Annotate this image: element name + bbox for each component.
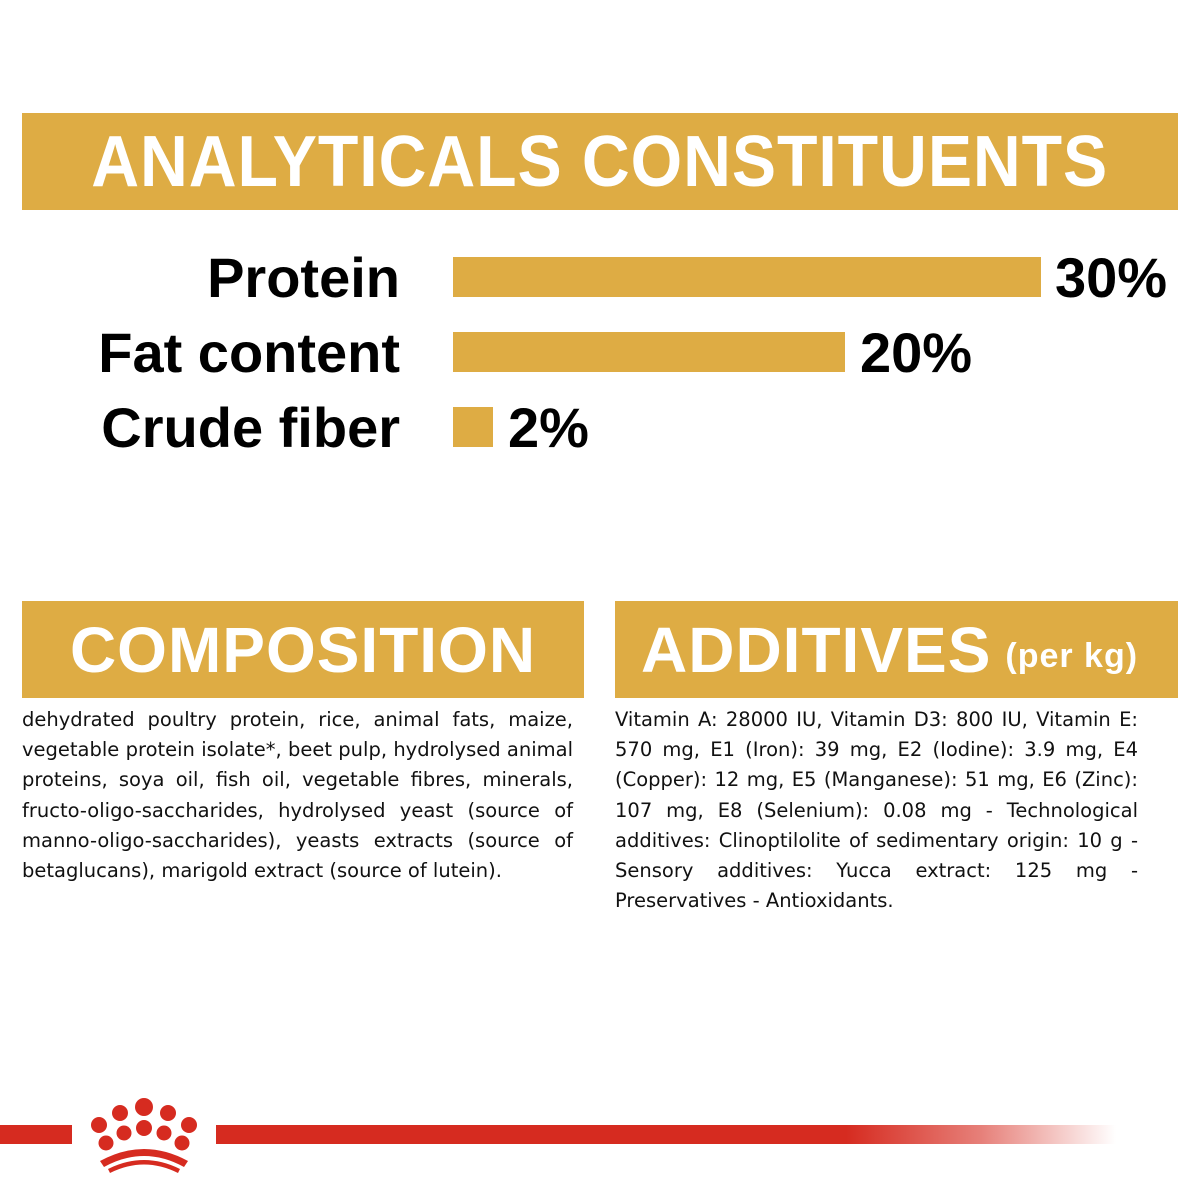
banner-title: ANALYTICALS CONSTITUENTS — [91, 121, 1109, 202]
bar-fiber — [453, 407, 493, 447]
composition-title: COMPOSITION — [69, 613, 537, 686]
value-fiber: 2% — [508, 396, 589, 459]
bar-fat — [453, 332, 845, 372]
additives-banner: ADDITIVES (per kg) — [615, 601, 1178, 698]
row-label-fiber: Crude fiber — [101, 396, 400, 459]
additives-subtitle: (per kg) — [1005, 637, 1139, 675]
analytical-constituents-banner: ANALYTICALS CONSTITUENTS — [22, 113, 1178, 210]
row-label-fat: Fat content — [98, 321, 400, 384]
additives-text: Vitamin A: 28000 IU, Vitamin D3: 800 IU,… — [615, 708, 1138, 913]
bar-protein — [453, 257, 1041, 297]
crown-logo-icon — [91, 1098, 197, 1173]
additives-title: ADDITIVES — [641, 613, 992, 686]
footer-red-line-left — [0, 1125, 72, 1144]
composition-banner: COMPOSITION — [22, 601, 584, 698]
composition-text: dehydrated poultry protein, rice, animal… — [22, 708, 573, 883]
value-protein: 30% — [1055, 246, 1168, 309]
value-fat: 20% — [860, 321, 973, 384]
row-label-protein: Protein — [207, 246, 400, 309]
footer-red-line-right — [216, 1125, 1116, 1144]
